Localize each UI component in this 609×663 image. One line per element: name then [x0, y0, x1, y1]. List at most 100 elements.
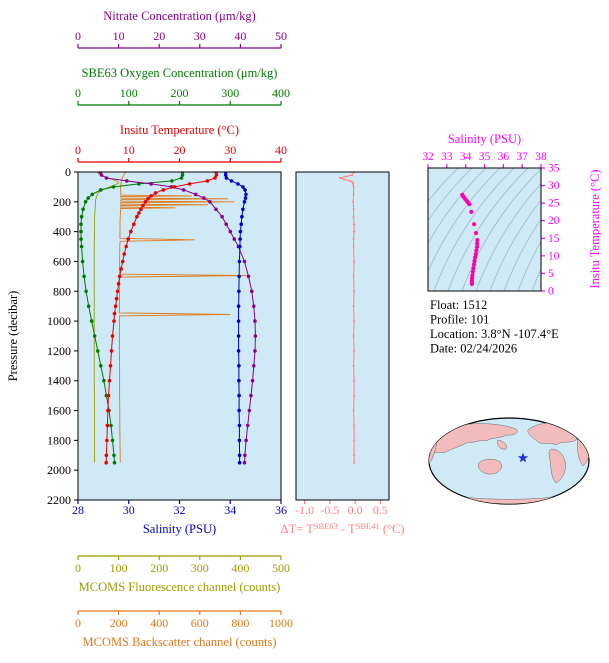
svg-text:20: 20: [174, 143, 186, 157]
svg-text:600: 600: [53, 254, 71, 268]
svg-text:0: 0: [75, 29, 81, 43]
svg-text:100: 100: [110, 561, 128, 575]
svg-text:10: 10: [123, 143, 135, 157]
svg-text:34: 34: [224, 503, 236, 517]
svg-text:2200: 2200: [47, 493, 71, 507]
svg-text:36: 36: [275, 503, 287, 517]
profile-plot: [78, 172, 281, 500]
delta-t-plot: [296, 172, 389, 500]
backscatter-axis: 0 200 400 600 800 1000: [75, 610, 293, 630]
svg-text:30: 30: [548, 180, 560, 192]
svg-text:0: 0: [548, 286, 554, 298]
svg-text:400: 400: [150, 616, 168, 630]
svg-text:1200: 1200: [47, 344, 71, 358]
svg-text:600: 600: [191, 616, 209, 630]
svg-text:800: 800: [53, 284, 71, 298]
svg-text:1000: 1000: [269, 616, 293, 630]
ts-series: [460, 192, 480, 287]
backscatter-axis-title: MCOMS Backscatter channel (counts): [82, 635, 276, 649]
svg-text:40: 40: [275, 143, 287, 157]
nitrate-axis-title: Nitrate Concentration (μm/kg): [103, 9, 256, 23]
svg-text:0: 0: [65, 165, 71, 179]
svg-text:32: 32: [174, 503, 186, 517]
svg-text:0.5: 0.5: [373, 503, 388, 517]
fluorescence-axis: 0 100 200 300 400 500: [75, 555, 290, 575]
pressure-axis-title: Pressure (decibar): [6, 291, 20, 382]
backscatter-profile-series: [118, 172, 247, 463]
svg-text:200: 200: [150, 561, 168, 575]
svg-text:15: 15: [548, 233, 560, 245]
profile-label: Profile: 101: [430, 313, 489, 327]
date-label: Date: 02/24/2026: [430, 342, 517, 356]
svg-text:50: 50: [275, 29, 287, 43]
oxygen-axis: 0 100 200 300 400: [75, 86, 290, 106]
svg-text:100: 100: [120, 86, 138, 100]
svg-text:20: 20: [548, 215, 560, 227]
ts-temperature-title: Insitu Temperature (°C): [588, 169, 602, 288]
svg-text:800: 800: [231, 616, 249, 630]
location-label: Location: 3.8°N -107.4°E: [430, 327, 559, 341]
axes-layer: 0200400600800100012001400160018002000220…: [47, 29, 560, 630]
svg-text:30: 30: [224, 143, 236, 157]
fluorescence-axis-title: MCOMS Fluorescence channel (counts): [79, 580, 281, 594]
delta-t-axis: -1.0 -0.5 0.0 0.5: [295, 500, 388, 517]
svg-text:300: 300: [221, 86, 239, 100]
svg-text:1400: 1400: [47, 374, 71, 388]
svg-text:0: 0: [75, 561, 81, 575]
delta-t-series: [338, 172, 356, 464]
temperature-axis: 0 10 20 30 40: [75, 143, 287, 163]
svg-text:35: 35: [479, 151, 491, 163]
oxygen-profile-series: [79, 172, 185, 465]
salinity-axis-title: Salinity (PSU): [143, 522, 216, 536]
ts-axes: 32 33 34 35 36 37 38 0 5 10 15 20 25 30 35: [422, 151, 560, 298]
svg-text:400: 400: [231, 561, 249, 575]
svg-text:30: 30: [194, 29, 206, 43]
svg-text:36: 36: [498, 151, 510, 163]
svg-text:10: 10: [113, 29, 125, 43]
svg-text:400: 400: [53, 225, 71, 239]
svg-text:200: 200: [53, 195, 71, 209]
svg-text:37: 37: [516, 151, 528, 163]
density-contours: [428, 168, 541, 291]
svg-text:30: 30: [123, 503, 135, 517]
pressure-axis: 0 200 400 600 800 1000 1200 1400 1600 1800 2000 220…: [47, 165, 78, 507]
svg-text:0: 0: [75, 143, 81, 157]
world-map: [428, 417, 590, 505]
svg-text:1800: 1800: [47, 433, 71, 447]
temperature-axis-title: Insitu Temperature (°C): [120, 123, 239, 137]
svg-text:2000: 2000: [47, 463, 71, 477]
ts-salinity-title: Salinity (PSU): [448, 132, 521, 146]
svg-text:40: 40: [234, 29, 246, 43]
svg-text:10: 10: [548, 250, 560, 262]
svg-text:1600: 1600: [47, 404, 71, 418]
svg-text:-0.5: -0.5: [320, 503, 339, 517]
svg-text:0.0: 0.0: [348, 503, 363, 517]
svg-text:34: 34: [460, 151, 472, 163]
svg-text:35: 35: [548, 163, 560, 175]
svg-text:0: 0: [75, 616, 81, 630]
svg-text:20: 20: [153, 29, 165, 43]
svg-text:-1.0: -1.0: [295, 503, 314, 517]
svg-text:0: 0: [75, 86, 81, 100]
svg-text:5: 5: [548, 268, 554, 280]
svg-text:200: 200: [110, 616, 128, 630]
float-location-star: [517, 452, 529, 463]
oxygen-axis-title: SBE63 Oxygen Concentration (μm/kg): [82, 66, 278, 80]
salinity-axis: 28 30 32 34 36: [72, 500, 287, 517]
svg-text:1000: 1000: [47, 314, 71, 328]
nitrate-profile-series: [98, 172, 258, 465]
nitrate-axis: 0 10 20 30 40 50: [75, 29, 287, 49]
svg-text:33: 33: [441, 151, 453, 163]
ts-diagram-plot: [428, 168, 541, 291]
svg-text:38: 38: [535, 151, 547, 163]
salinity-profile-series: [223, 172, 248, 465]
temperature-profile-series: [104, 172, 219, 465]
svg-text:32: 32: [422, 151, 434, 163]
svg-text:300: 300: [191, 561, 209, 575]
svg-text:28: 28: [72, 503, 84, 517]
svg-text:500: 500: [272, 561, 290, 575]
delta-t-axis-label: ΔT= TSBE63 - TSBE41 (°C): [280, 521, 404, 536]
svg-text:400: 400: [272, 86, 290, 100]
